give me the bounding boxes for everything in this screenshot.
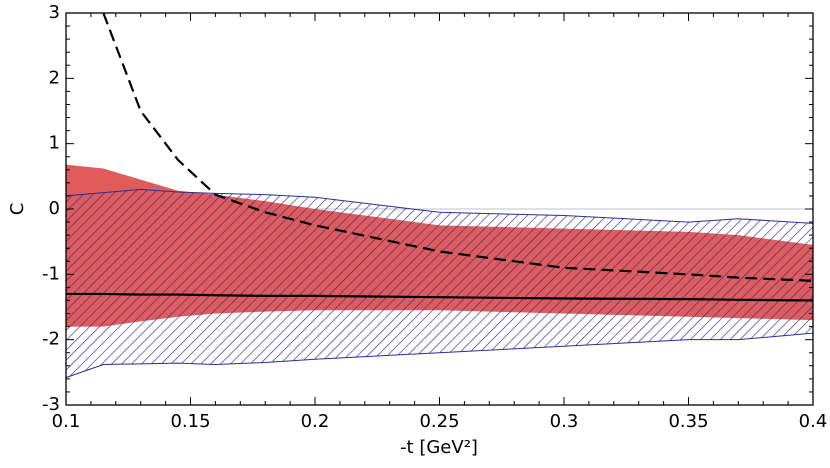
x-tick-label: 0.35 xyxy=(668,411,708,432)
y-tick-label: 2 xyxy=(49,67,60,88)
y-tick-label: 0 xyxy=(49,198,60,219)
y-tick-label: -1 xyxy=(42,263,60,284)
band xyxy=(66,188,813,379)
y-tick-label: -3 xyxy=(42,394,60,415)
line xyxy=(66,292,813,302)
y-tick-label: 1 xyxy=(49,133,60,154)
x-tick-label: 0.3 xyxy=(550,411,579,432)
line xyxy=(102,13,813,282)
x-tick-label: 0.15 xyxy=(170,411,210,432)
y-tick-label: 3 xyxy=(49,2,60,23)
x-tick-label: 0.1 xyxy=(52,411,81,432)
y-tick-label: -2 xyxy=(42,329,60,350)
x-axis-label: -t [GeV²] xyxy=(400,437,478,458)
y-axis-label: C xyxy=(7,203,28,216)
x-tick-label: 0.4 xyxy=(799,411,828,432)
x-tick-label: 0.25 xyxy=(419,411,459,432)
x-tick-label: 0.2 xyxy=(301,411,330,432)
